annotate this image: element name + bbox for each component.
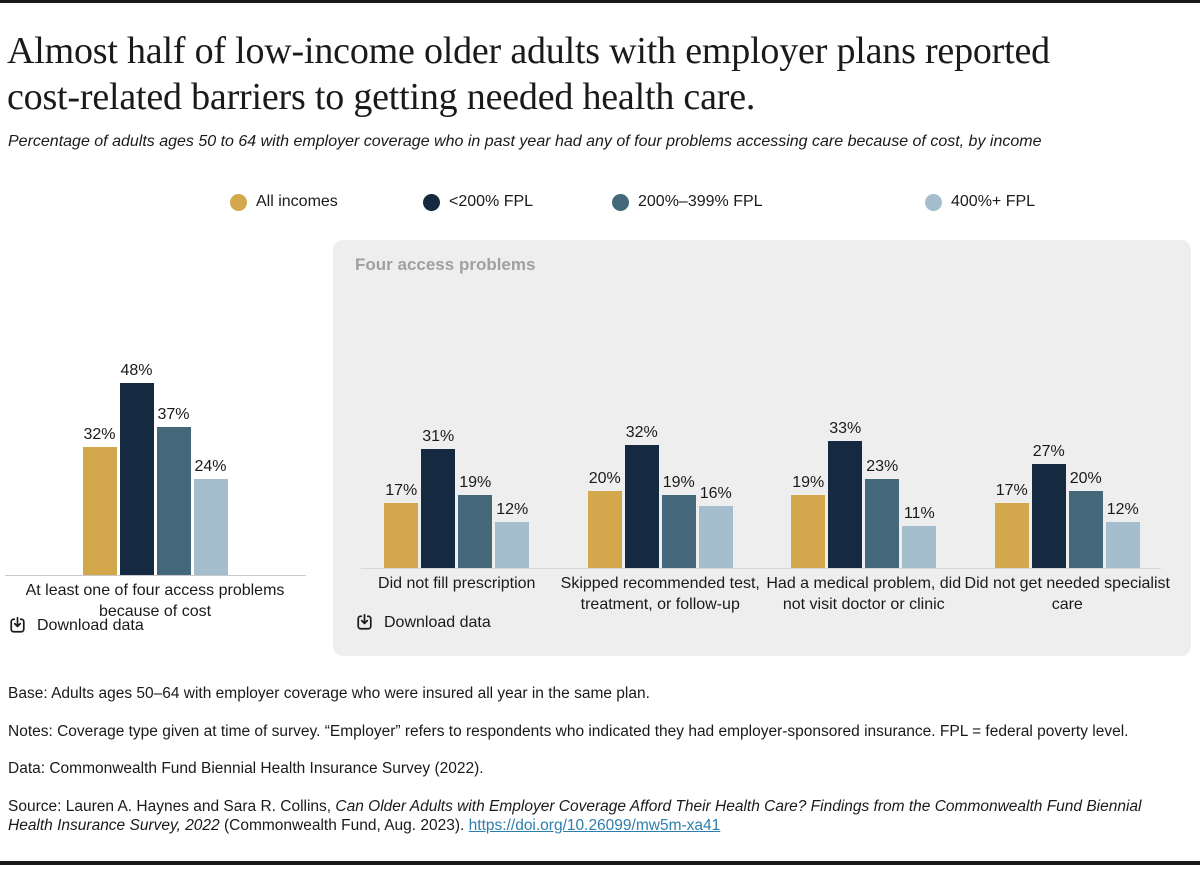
bar-value-label: 33% [829, 420, 862, 437]
legend-swatch-200-399-fpl [612, 193, 629, 211]
page-title: Almost half of low-income older adults w… [7, 28, 1107, 120]
bar-value-label: 23% [866, 458, 899, 475]
bar-value-label: 17% [385, 482, 418, 499]
legend-item-200-399-fpl: 200%–399% FPL [612, 193, 763, 211]
panel-title: Four access problems [355, 255, 536, 274]
data-note: Data: Commonwealth Fund Biennial Health … [8, 760, 484, 777]
bar-value-label: 24% [194, 458, 227, 475]
legend-swatch-all-incomes [230, 193, 247, 211]
summary-bar-chart: 32% 48% 37% 24% At least one of four access … [0, 336, 310, 620]
legend-swatch-400-plus-fpl [925, 193, 942, 211]
category-label: Skipped recommended test, treatment, or f… [560, 575, 760, 613]
download-icon [357, 613, 372, 630]
bar [193, 479, 228, 575]
bar-value-label: 31% [422, 428, 455, 445]
bar-value-label: 17% [995, 482, 1028, 499]
category-label: Did not get needed specialist care [964, 575, 1170, 613]
download-data-label: Download data [37, 616, 144, 634]
bar-value-label: 48% [120, 362, 153, 379]
page-title-line-2: cost-related barriers to getting needed … [7, 76, 756, 118]
source-title-italic: Can Older Adults with Employer Coverage … [8, 797, 1142, 835]
bar-value-label: 19% [459, 474, 492, 491]
bar [865, 479, 900, 568]
bar [698, 506, 733, 568]
category-label: Had a medical problem, did not visit doct… [766, 575, 962, 613]
bar-value-label: 11% [903, 505, 935, 522]
bar [384, 503, 419, 568]
bar [902, 526, 937, 568]
four-access-problems-panel: Four access problems 17% 31% 19% 12% Did not… [333, 240, 1191, 656]
bar-value-label: 19% [792, 474, 825, 491]
left-download-data-link[interactable]: Download data [8, 616, 144, 635]
bar-value-label: 32% [83, 426, 116, 443]
bar [421, 449, 456, 568]
category-label: Did not fill prescription [378, 575, 536, 592]
footnotes: Base: Adults ages 50–64 with employer co… [8, 684, 1173, 854]
legend-label: 200%–399% FPL [638, 193, 763, 210]
four-access-problems-bar-chart: 17% 31% 19% 12% Did not fill prescription 20%… [355, 240, 1170, 613]
bar-value-label: 16% [699, 485, 732, 502]
legend-label: All incomes [256, 193, 338, 210]
notes-note: Notes: Coverage type given at time of su… [8, 722, 1129, 740]
left-chart-axis-line [5, 575, 306, 576]
bar-group: 32% 48% 37% 24% At least one of four access … [0, 336, 310, 620]
bar-value-label: 20% [1069, 470, 1102, 487]
source-suffix: (Commonwealth Fund, Aug. 2023). [219, 817, 469, 834]
bar-group: 17% 31% 19% 12% Did not fill prescription [355, 240, 559, 592]
source-note: Source: Lauren A. Haynes and Sara R. Col… [8, 797, 1173, 836]
bar [791, 495, 826, 568]
bottom-divider [0, 861, 1200, 865]
bar-value-label: 37% [157, 406, 190, 423]
base-note: Base: Adults ages 50–64 with employer co… [8, 685, 650, 702]
source-doi-link[interactable]: https://doi.org/10.26099/mw5m-xa41 [468, 817, 721, 834]
panel-download-data-link[interactable]: Download data [355, 613, 491, 632]
bar [624, 445, 659, 568]
bar-group: 17% 27% 20% 12% Did not get needed specialis… [965, 240, 1170, 613]
source-prefix: Source: Lauren A. Haynes and Sara R. Col… [8, 797, 336, 815]
download-data-label: Download data [384, 613, 491, 631]
bar [119, 383, 154, 575]
top-divider [0, 0, 1200, 3]
category-label: At least one of four access problems beca… [25, 582, 285, 620]
bar [1105, 522, 1140, 568]
bar [458, 495, 493, 568]
bar-group: 19% 33% 23% 11% Had a medical problem, did no… [762, 240, 966, 613]
legend-swatch-under-200-fpl [423, 193, 440, 211]
bar [828, 441, 863, 568]
bar-group: 20% 32% 19% 16% Skipped recommended test, tre… [559, 240, 763, 613]
bar [661, 495, 696, 568]
bar [587, 491, 622, 568]
bar [994, 503, 1029, 568]
bar [1068, 491, 1103, 568]
panel-axis-line [361, 568, 1161, 569]
bar-value-label: 20% [588, 470, 621, 487]
bar-value-label: 19% [662, 474, 695, 491]
bar [1031, 464, 1066, 568]
legend-label: 400%+ FPL [951, 193, 1036, 210]
bar-value-label: 32% [625, 424, 658, 441]
page-title-line-1: Almost half of low-income older adults w… [7, 30, 1050, 72]
chart-subtitle: Percentage of adults ages 50 to 64 with … [8, 133, 1042, 150]
bar-value-label: 12% [496, 501, 529, 518]
legend-item-under-200-fpl: <200% FPL [423, 193, 533, 211]
bar [495, 522, 530, 568]
download-icon [10, 616, 25, 633]
bar [156, 427, 191, 575]
bar [82, 447, 117, 575]
bar-value-label: 12% [1106, 501, 1139, 518]
legend-item-400-plus-fpl: 400%+ FPL [925, 193, 1035, 211]
bar-value-label: 27% [1032, 443, 1065, 460]
legend-item-all-incomes: All incomes [230, 193, 338, 211]
legend-label: <200% FPL [449, 193, 534, 210]
